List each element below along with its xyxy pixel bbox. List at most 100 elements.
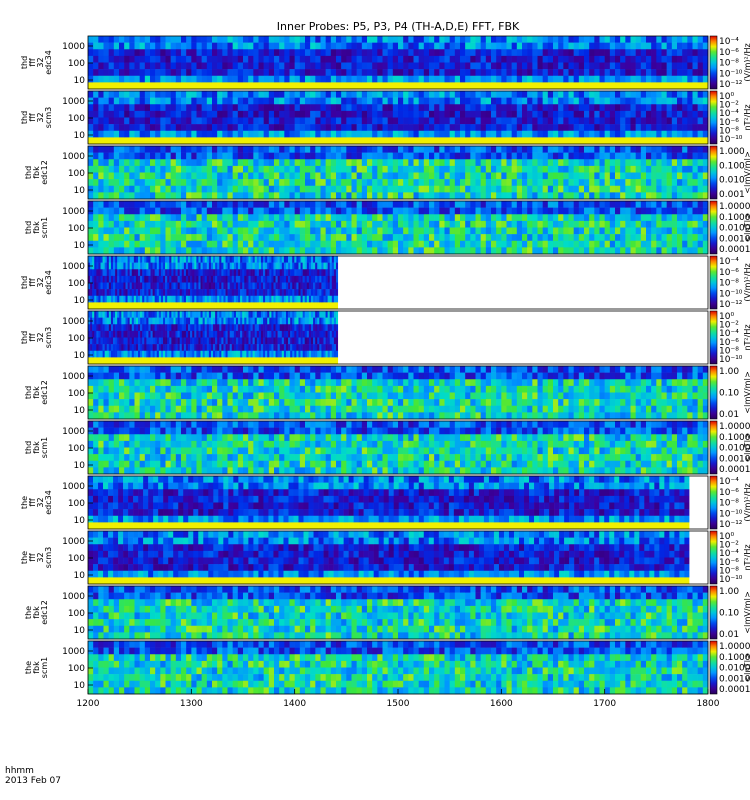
spectrogram-cell <box>377 91 383 98</box>
spectrogram-cell <box>294 295 297 303</box>
spectrogram-cell <box>573 201 580 208</box>
spectrogram-cell <box>279 201 285 208</box>
spectrogram-cell <box>454 152 461 160</box>
spectrogram-cell <box>248 91 254 98</box>
spectrogram-cell <box>186 192 192 200</box>
spectrogram-cell <box>100 357 103 365</box>
spectrogram-cell <box>150 214 156 222</box>
spectrogram-cell <box>88 36 94 43</box>
spectrogram-cell <box>496 69 502 77</box>
spectrogram-cell <box>288 302 291 310</box>
spectrogram-cell <box>413 110 419 118</box>
spectrogram-cell <box>155 172 161 180</box>
spectrogram-cell <box>217 247 223 255</box>
spectrogram-cell <box>671 69 678 77</box>
spectrogram-cell <box>305 192 311 200</box>
spectrogram-cell <box>103 91 109 98</box>
spectrogram-cell <box>315 256 318 263</box>
spectrogram-cell <box>418 42 425 50</box>
spectrogram-cell <box>325 295 328 303</box>
spectrogram-cell <box>429 240 435 248</box>
spectrogram-cell <box>346 104 352 112</box>
spectrogram-cell <box>181 282 185 290</box>
spectrogram-cell <box>165 220 171 228</box>
spectrogram-cell <box>671 227 678 235</box>
spectrogram-cell <box>252 295 256 303</box>
spectrogram-cell <box>238 256 241 263</box>
spectrogram-cell <box>687 207 693 215</box>
spectrogram-cell <box>212 110 218 118</box>
spectrogram-cell <box>594 91 600 98</box>
spectrogram-cell <box>522 49 528 57</box>
spectrogram-cell <box>511 36 518 43</box>
spectrogram-cell <box>158 269 162 277</box>
spectrogram-cell <box>302 262 306 270</box>
panel-label-line: scm3 <box>44 107 53 128</box>
spectrogram-cell <box>240 269 243 277</box>
spectrogram-cell <box>170 146 177 153</box>
spectrogram-cell <box>604 192 611 200</box>
spectrogram-cell <box>227 179 233 187</box>
spectrogram-cell <box>568 124 574 132</box>
spectrogram-cell <box>268 117 275 125</box>
spectrogram-cell <box>104 275 108 283</box>
spectrogram-cell <box>522 110 528 118</box>
spectrogram-cell <box>265 256 268 263</box>
spectrogram-cell <box>336 97 342 105</box>
spectrogram-cell <box>511 240 518 248</box>
chart-title: Inner Probes: P5, P3, P4 (TH-A,D,E) FFT,… <box>277 20 520 33</box>
spectrogram-cell <box>144 192 151 200</box>
spectrogram-cell <box>285 262 289 270</box>
spectrogram-cell <box>248 97 254 105</box>
spectrogram-cell <box>635 69 642 77</box>
spectrogram-cell <box>222 82 228 90</box>
spectrogram-cell <box>134 227 140 235</box>
spectrogram-cell <box>382 69 388 77</box>
spectrogram-cell <box>227 152 233 160</box>
spectrogram-cell <box>418 240 425 248</box>
spectrogram-cell <box>90 295 93 303</box>
spectrogram-cell <box>102 344 105 352</box>
spectrogram-cell <box>139 69 146 77</box>
spectrogram-cell <box>88 159 94 167</box>
spectrogram-cell <box>429 91 435 98</box>
spectrogram-cell <box>449 137 456 145</box>
spectrogram-cell <box>223 295 226 303</box>
spectrogram-cell <box>165 104 171 112</box>
spectrogram-cell <box>604 36 611 43</box>
spectrogram-cell <box>289 192 295 200</box>
spectrogram-cell <box>558 214 564 222</box>
spectrogram-cell <box>144 97 151 105</box>
spectrogram-cell <box>225 275 228 283</box>
spectrogram-cell <box>321 262 324 270</box>
spectrogram-cell <box>279 124 285 132</box>
spectrogram-cell <box>315 192 321 200</box>
spectrogram-cell <box>274 130 280 138</box>
spectrogram-cell <box>146 302 149 310</box>
spectrogram-cell <box>212 42 218 50</box>
spectrogram-cell <box>160 137 166 145</box>
spectrogram-cell <box>341 62 347 70</box>
colorbar-label: (V/m)²/Hz <box>743 263 750 301</box>
spectrogram-cell <box>578 82 585 90</box>
spectrogram-cell <box>294 247 301 255</box>
spectrogram-cell <box>227 91 233 98</box>
spectrogram-cell <box>108 110 115 118</box>
spectrogram-cell <box>460 179 466 187</box>
spectrogram-cell <box>532 97 538 105</box>
spectrogram-cell <box>260 302 264 310</box>
spectrogram-cell <box>183 295 187 303</box>
spectrogram-cell <box>594 227 600 235</box>
spectrogram-cell <box>346 82 352 90</box>
spectrogram-cell <box>169 256 172 263</box>
spectrogram-cell <box>429 214 435 222</box>
spectrogram-cell <box>620 69 626 77</box>
spectrogram-cell <box>92 357 95 365</box>
spectrogram-cell <box>248 240 254 248</box>
spectrogram-cell <box>106 275 110 283</box>
spectrogram-cell <box>150 146 156 153</box>
spectrogram-cell <box>485 55 492 63</box>
spectrogram-cell <box>485 207 492 215</box>
spectrogram-cell <box>305 159 311 167</box>
spectrogram-cell <box>392 69 399 77</box>
